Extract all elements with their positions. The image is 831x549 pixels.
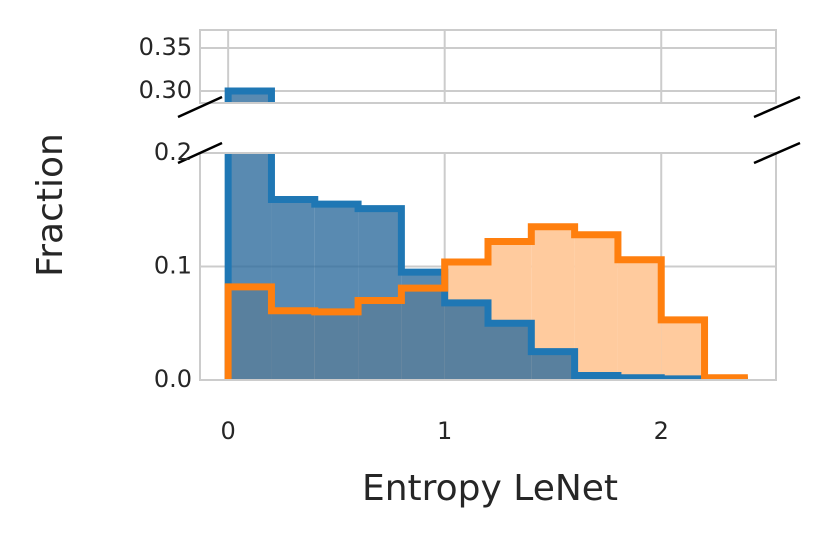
- top-frame: [199, 29, 777, 104]
- step-outline: [224, 153, 748, 380]
- x-axis-label: Entropy LeNet: [362, 468, 618, 509]
- y-tick-label: 0.30: [139, 76, 192, 104]
- step-outline: [224, 223, 748, 380]
- y-tick-label: 0.2: [154, 138, 192, 166]
- histogram-bar: [705, 103, 748, 347]
- histogram-bar: [531, 103, 574, 233]
- y-tick-label: 0.1: [154, 252, 192, 280]
- histogram-bar: [531, 351, 575, 380]
- break-marks: [177, 95, 801, 165]
- histogram-bar: [574, 234, 618, 380]
- histogram-bar: [618, 103, 661, 258]
- histogram-bar: [488, 103, 531, 244]
- x-tick-label: 1: [437, 417, 452, 445]
- histogram-bar: [358, 208, 402, 380]
- histogram-bar: [705, 103, 748, 349]
- top-panel: [200, 30, 776, 349]
- histogram-bar: [661, 103, 704, 303]
- x-tick-label: 0: [221, 417, 236, 445]
- bottom-frame: [199, 152, 777, 381]
- y-tick-label: 0.35: [139, 33, 192, 61]
- bottom-panel: [200, 153, 776, 380]
- y-tick-label: 0.0: [154, 365, 192, 393]
- x-tick-label: 2: [654, 417, 669, 445]
- histogram-bar: [358, 103, 401, 219]
- histogram-bar: [228, 153, 272, 380]
- histogram-bar: [401, 103, 444, 267]
- histogram-bar: [401, 103, 444, 279]
- histogram-bar: [445, 103, 488, 259]
- histogram-bar: [661, 103, 704, 348]
- histogram-bar: [575, 103, 618, 239]
- histogram-bar: [314, 204, 359, 380]
- histogram-bar: [271, 103, 314, 212]
- histogram-bar: [271, 199, 315, 380]
- histogram-bar: [488, 323, 532, 380]
- histogram-bar: [315, 103, 358, 216]
- histogram-bar: [661, 319, 705, 380]
- histogram-bar: [617, 259, 662, 380]
- histogram-bar: [444, 302, 488, 380]
- y-axis-label: Fraction: [30, 133, 71, 277]
